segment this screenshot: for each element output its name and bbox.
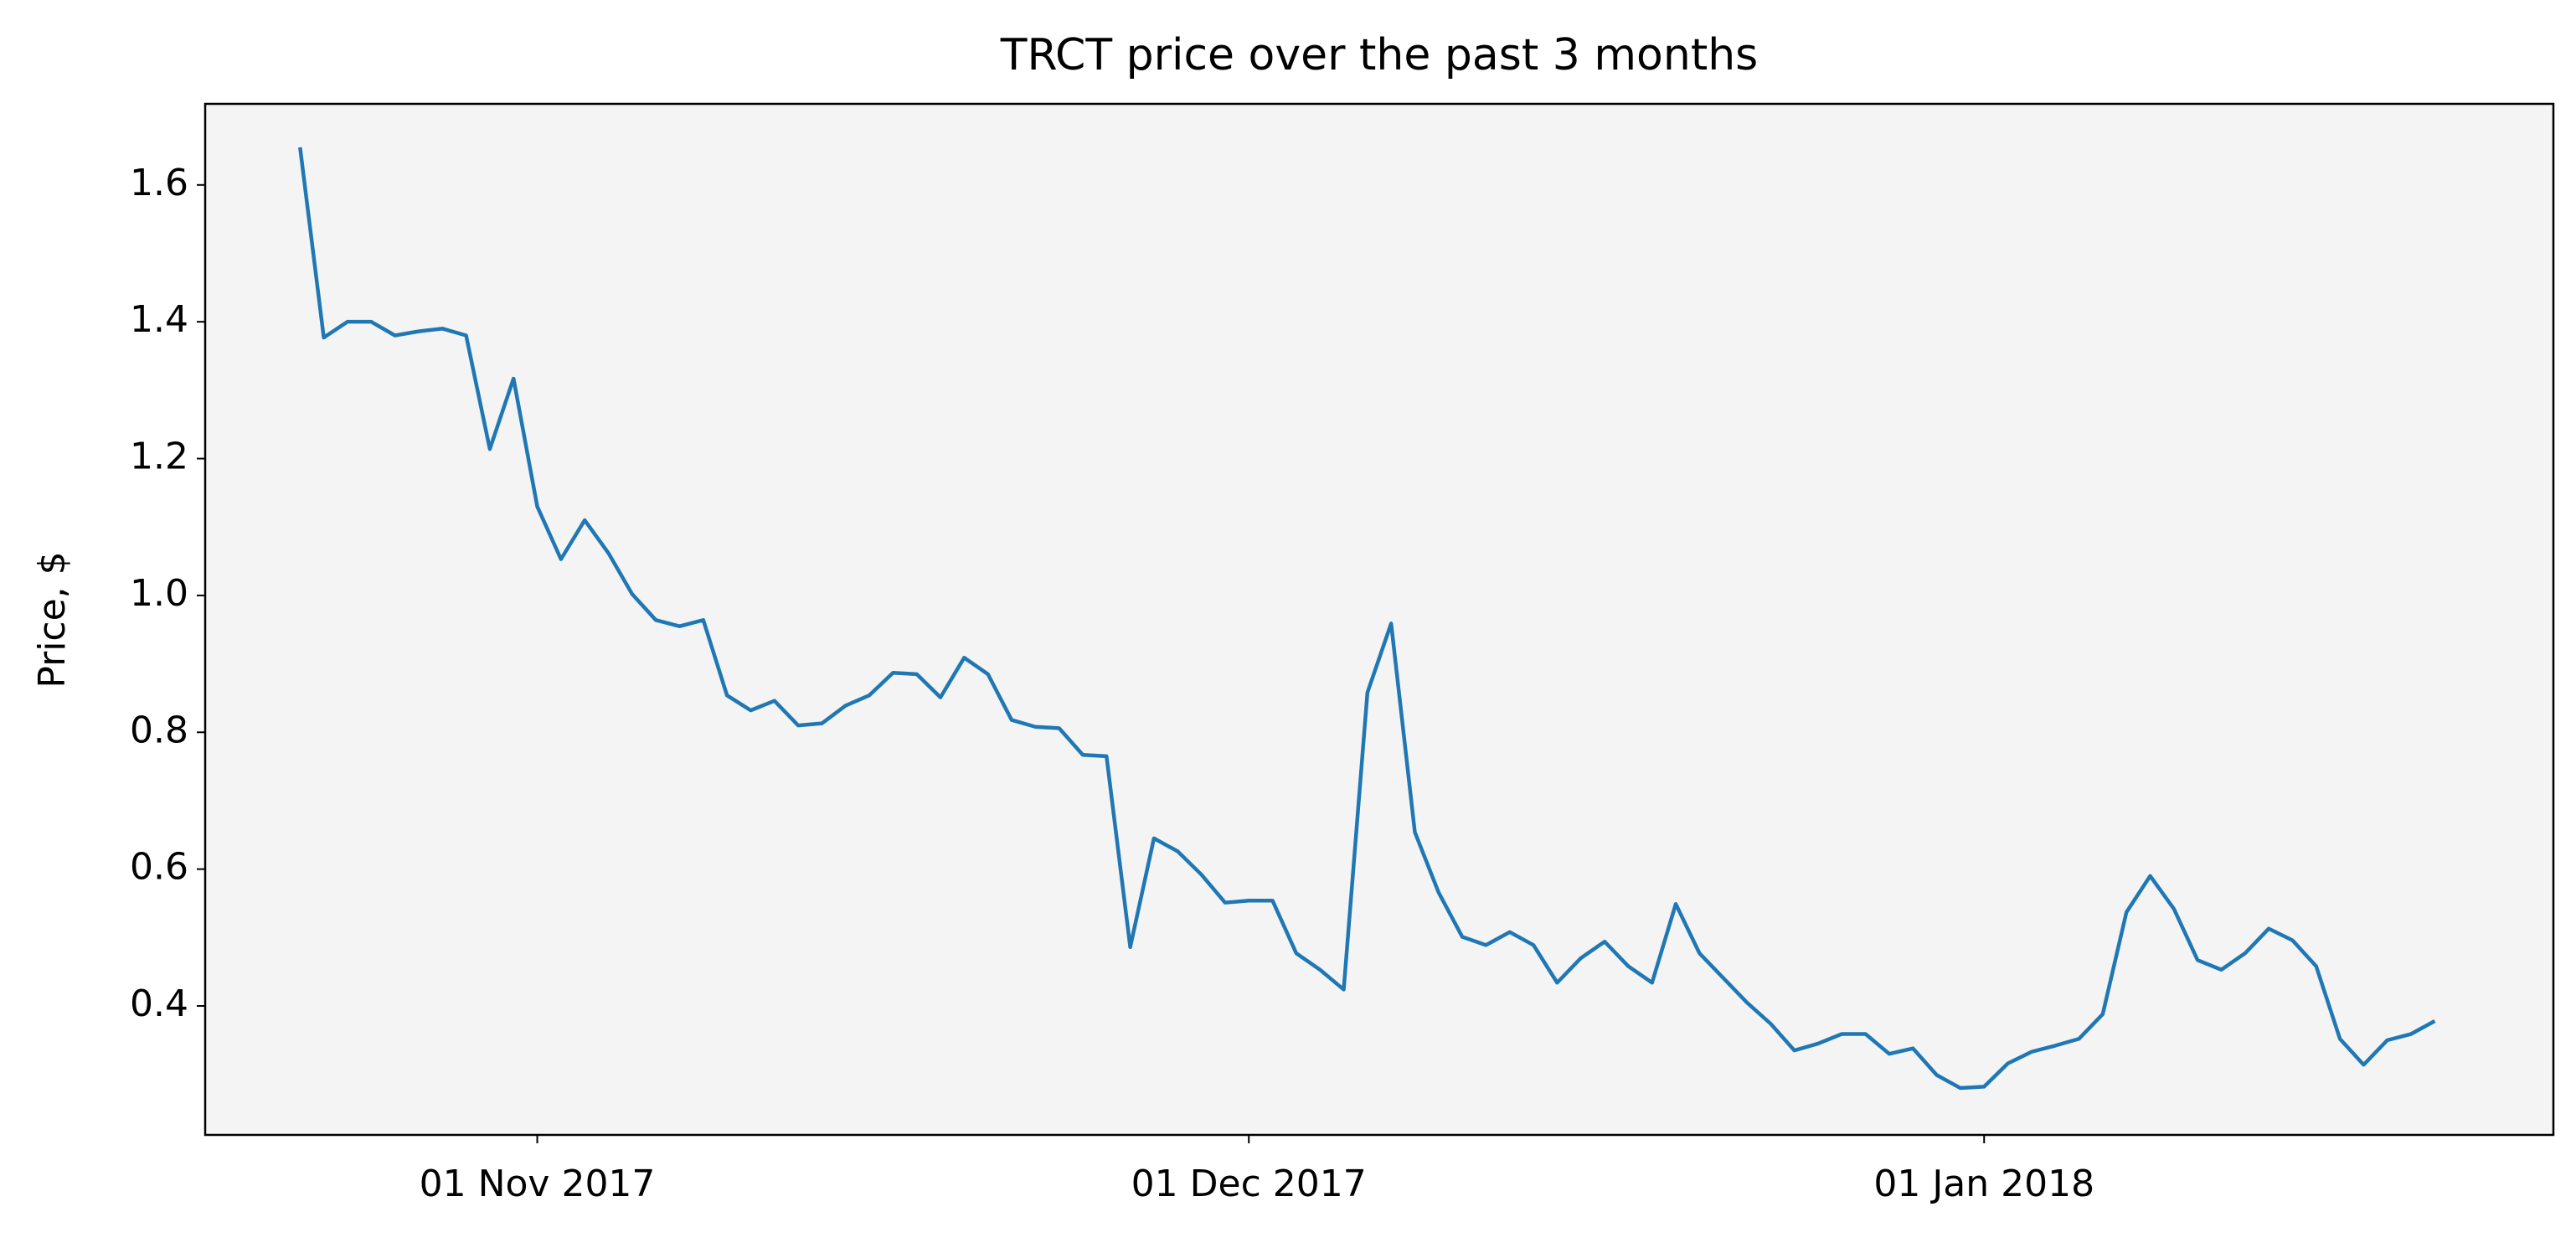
plot-frame [204, 102, 2555, 1137]
y-tick-label: 0.6 [130, 846, 188, 889]
y-tick-label: 1.6 [130, 162, 188, 204]
y-tick-label: 0.4 [130, 982, 188, 1025]
x-tick-label: 01 Dec 2017 [1131, 1163, 1367, 1205]
y-tick-label: 1.0 [130, 572, 188, 615]
y-tick-label: 0.8 [130, 709, 188, 751]
y-tick-label: 1.4 [130, 298, 188, 341]
x-tick-label: 01 Nov 2017 [420, 1163, 656, 1205]
plot-background [205, 104, 2553, 1135]
x-tick-label: 01 Jan 2018 [1873, 1163, 2094, 1205]
y-axis-label: Price, $ [31, 551, 74, 688]
chart-title: TRCT price over the past 3 months [1000, 30, 1759, 80]
price-line [298, 147, 2436, 1091]
y-tick-label: 1.2 [130, 436, 188, 478]
